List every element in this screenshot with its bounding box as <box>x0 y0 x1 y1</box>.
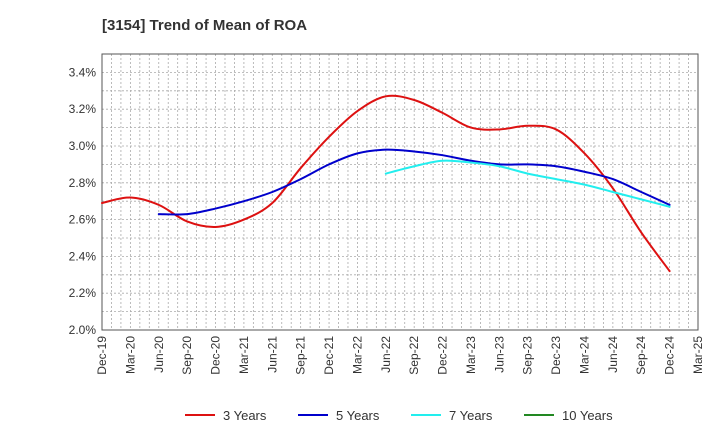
x-tick-label: Sep-24 <box>634 336 648 375</box>
series-line-3-years <box>101 94 671 273</box>
x-tick-label: Mar-21 <box>237 336 251 374</box>
x-tick-label: Mar-20 <box>123 336 137 374</box>
series-line-5-years <box>157 148 671 216</box>
x-tick-label: Jun-22 <box>379 336 393 373</box>
x-axis-tick-labels: Dec-19 Mar-20 Jun-20 Sep-20 Dec-20 Mar-21 Jun-… <box>95 336 705 375</box>
legend: 3 Years 5 Years 7 Years 10 Years <box>185 408 613 423</box>
vertical-gridlines <box>111 54 689 330</box>
x-tick-label: Jun-23 <box>492 336 506 373</box>
y-axis-tick-labels: 2.0% 2.2% 2.4% 2.6% 2.8% 3.0% 3.2% 3.4% <box>69 65 97 337</box>
y-tick-label: 3.0% <box>69 139 97 153</box>
horizontal-gridlines <box>102 72 698 313</box>
x-tick-label: Mar-24 <box>577 336 591 374</box>
y-tick-label: 3.2% <box>69 102 97 116</box>
y-tick-label: 2.6% <box>69 213 97 227</box>
plot-area <box>102 54 698 330</box>
legend-label-3-years: 3 Years <box>223 408 267 423</box>
x-tick-label: Sep-22 <box>407 336 421 375</box>
chart-title: [3154] Trend of Mean of ROA <box>102 17 307 34</box>
x-tick-label: Mar-25 <box>691 336 705 374</box>
x-tick-label: Dec-21 <box>322 336 336 375</box>
x-tick-label: Dec-24 <box>663 336 677 375</box>
x-tick-label: Jun-20 <box>152 336 166 373</box>
y-tick-label: 3.4% <box>69 65 97 79</box>
x-tick-label: Jun-21 <box>265 336 279 373</box>
series-lines <box>101 94 671 273</box>
x-tick-label: Sep-23 <box>521 336 535 375</box>
x-tick-label: Dec-20 <box>209 336 223 375</box>
x-tick-label: Dec-19 <box>95 336 109 375</box>
x-tick-label: Sep-21 <box>294 336 308 375</box>
series-line-7-years <box>384 159 671 208</box>
x-tick-label: Mar-23 <box>464 336 478 374</box>
y-tick-label: 2.4% <box>69 249 97 263</box>
legend-label-10-years: 10 Years <box>562 408 613 423</box>
x-tick-label: Sep-20 <box>180 336 194 375</box>
x-tick-label: Dec-22 <box>436 336 450 375</box>
y-tick-label: 2.8% <box>69 176 97 190</box>
y-tick-label: 2.2% <box>69 286 97 300</box>
x-tick-label: Mar-22 <box>350 336 364 374</box>
y-tick-label: 2.0% <box>69 323 97 337</box>
x-tick-label: Jun-24 <box>606 336 620 373</box>
legend-label-7-years: 7 Years <box>449 408 493 423</box>
legend-label-5-years: 5 Years <box>336 408 380 423</box>
plot-border <box>101 53 699 331</box>
x-tick-label: Dec-23 <box>549 336 563 375</box>
